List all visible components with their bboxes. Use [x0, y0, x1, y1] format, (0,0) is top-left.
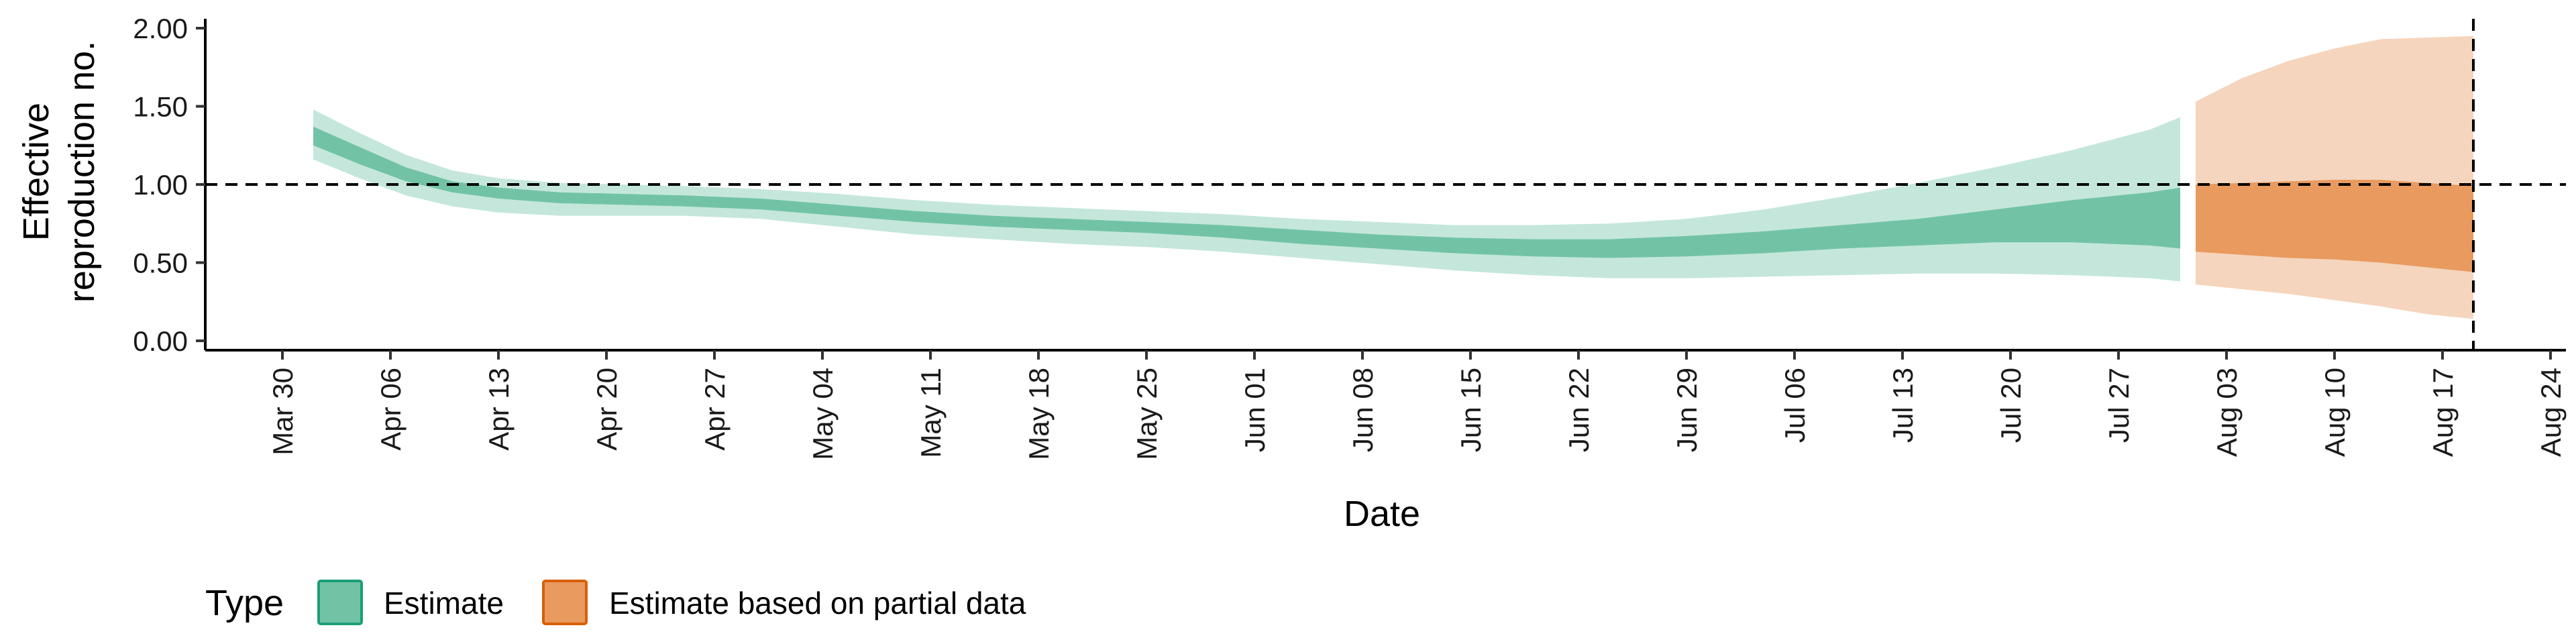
x-tick-label: May 04 — [807, 368, 839, 460]
band-50-estimate — [313, 126, 2180, 258]
legend-label-estimate: Estimate — [384, 586, 504, 621]
y-axis-title-line-1: Effective — [16, 103, 56, 241]
x-axis-title: Date — [1344, 494, 1420, 534]
x-tick-label: Aug 17 — [2427, 368, 2459, 457]
x-tick-label: Apr 13 — [483, 368, 515, 451]
y-tick-label: 1.50 — [133, 91, 188, 122]
x-tick-label: Aug 10 — [2319, 368, 2351, 457]
x-tick-label: Mar 30 — [267, 368, 299, 455]
legend-key-partial — [542, 580, 588, 625]
y-tick-label: 0.00 — [133, 325, 188, 357]
legend: Type Estimate Estimate based on partial … — [205, 580, 1026, 625]
x-tick-label: Jul 27 — [2103, 368, 2135, 443]
x-tick-label: May 25 — [1131, 368, 1163, 460]
x-tick-label: Jun 29 — [1671, 368, 1703, 452]
y-tick-label: 2.00 — [133, 13, 188, 44]
legend-key-estimate — [317, 580, 363, 625]
band-90-partial — [2196, 36, 2473, 319]
y-axis-title-line-2: reproduction no. — [62, 41, 102, 303]
y-tick-label: 0.50 — [133, 248, 188, 279]
x-tick-label: Apr 27 — [699, 368, 731, 451]
band-50-partial — [2196, 180, 2473, 272]
x-tick-label: Apr 20 — [591, 368, 623, 451]
x-tick-label: Jul 06 — [1779, 368, 1811, 443]
x-tick-label: Jun 15 — [1455, 368, 1487, 452]
x-tick-label: Aug 24 — [2535, 368, 2567, 457]
legend-title: Type — [205, 583, 284, 623]
x-tick-label: May 11 — [915, 368, 947, 458]
x-tick-label: Aug 03 — [2211, 368, 2243, 457]
x-tick-label: Jun 01 — [1239, 368, 1271, 452]
x-tick-label: May 18 — [1023, 368, 1055, 460]
estimate-bands — [313, 36, 2473, 319]
x-tick-label: Apr 06 — [375, 368, 407, 451]
x-tick-label: Jun 08 — [1347, 368, 1379, 452]
x-tick-label: Jun 22 — [1563, 368, 1595, 452]
x-tick-label: Jul 20 — [1995, 368, 2027, 443]
legend-label-partial: Estimate based on partial data — [609, 586, 1026, 621]
x-tick-label: Jul 13 — [1887, 368, 1919, 443]
y-tick-label: 1.00 — [133, 169, 188, 201]
axes: 0.00 0.50 1.00 1.50 2.00 Mar 30 Apr 06 Apr 13 Ap… — [133, 13, 2567, 460]
